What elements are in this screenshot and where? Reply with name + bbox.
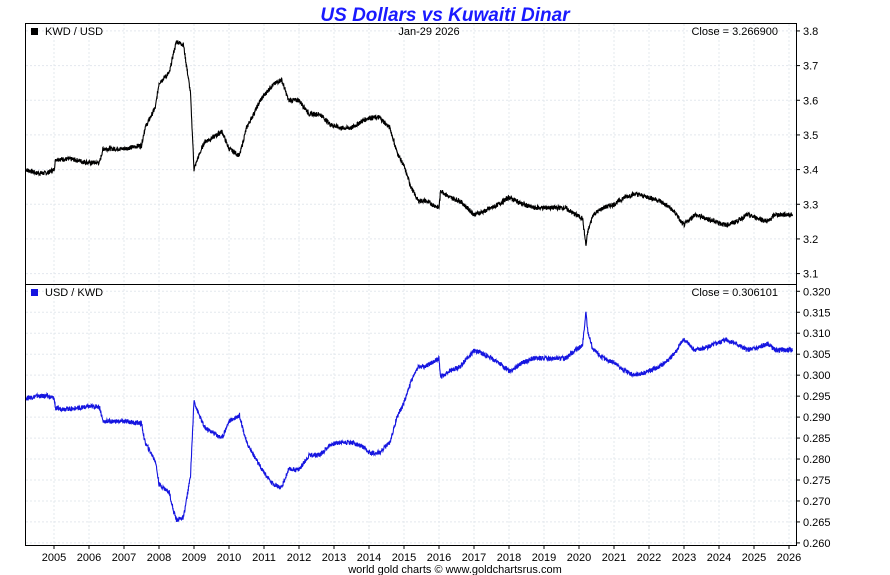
x-tick-label: 2012 bbox=[287, 552, 311, 564]
x-tick-label: 2018 bbox=[497, 552, 521, 564]
x-tick-label: 2014 bbox=[357, 552, 381, 564]
upper-y-tick-label: 3.4 bbox=[803, 165, 818, 177]
upper-y-axis: 3.1 3.2 3.3 3.4 3.5 3.6 3.7 3.8 bbox=[796, 26, 818, 281]
upper-series-line bbox=[25, 40, 794, 246]
x-tick-label: 2016 bbox=[427, 552, 451, 564]
x-tick-label: 2010 bbox=[217, 552, 241, 564]
upper-y-tick-label: 3.5 bbox=[803, 130, 818, 142]
x-tick-label: 2007 bbox=[112, 552, 136, 564]
upper-y-tick-label: 3.1 bbox=[803, 269, 818, 281]
x-axis: 2005 2006 2007 2008 2009 2010 2011 2012 2013 2014… bbox=[42, 545, 801, 564]
lower-y-tick-label: 0.300 bbox=[803, 370, 831, 382]
x-tick-label: 2019 bbox=[532, 552, 556, 564]
upper-legend-label: KWD / USD bbox=[45, 26, 103, 38]
lower-panel-frame bbox=[25, 284, 797, 546]
x-tick-label: 2024 bbox=[707, 552, 731, 564]
x-tick-label: 2009 bbox=[182, 552, 206, 564]
lower-y-tick-label: 0.285 bbox=[803, 433, 831, 445]
lower-series-line bbox=[25, 311, 794, 522]
upper-close-label: Close = 3.266900 bbox=[691, 26, 778, 38]
upper-y-tick-label: 3.7 bbox=[803, 61, 818, 73]
upper-y-tick-label: 3.8 bbox=[803, 26, 818, 38]
upper-y-tick-label: 3.6 bbox=[803, 95, 818, 107]
x-tick-label: 2022 bbox=[637, 552, 661, 564]
lower-y-tick-label: 0.315 bbox=[803, 307, 831, 319]
lower-y-tick-label: 0.265 bbox=[803, 517, 831, 529]
lower-y-tick-label: 0.295 bbox=[803, 391, 831, 403]
lower-y-tick-label: 0.275 bbox=[803, 475, 831, 487]
lower-y-tick-label: 0.260 bbox=[803, 538, 831, 550]
lower-y-tick-label: 0.320 bbox=[803, 286, 831, 298]
lower-panel-series bbox=[25, 311, 794, 522]
lower-close-label: Close = 0.306101 bbox=[691, 287, 778, 299]
upper-y-tick-label: 3.3 bbox=[803, 199, 818, 211]
lower-legend-swatch bbox=[31, 289, 38, 296]
x-tick-label: 2015 bbox=[392, 552, 416, 564]
upper-panel-series bbox=[25, 40, 794, 246]
lower-y-tick-label: 0.310 bbox=[803, 328, 831, 340]
upper-y-tick-label: 3.2 bbox=[803, 234, 818, 246]
x-tick-label: 2006 bbox=[77, 552, 101, 564]
lower-legend-label: USD / KWD bbox=[45, 287, 103, 299]
lower-y-axis: 0.260 0.265 0.270 0.275 0.280 0.285 0.290 0.295… bbox=[796, 286, 831, 550]
chart-title: US Dollars vs Kuwaiti Dinar bbox=[320, 5, 571, 26]
date-label: Jan-29 2026 bbox=[398, 26, 459, 38]
x-tick-label: 2021 bbox=[602, 552, 626, 564]
x-tick-label: 2011 bbox=[252, 552, 276, 564]
x-tick-label: 2023 bbox=[672, 552, 696, 564]
x-tick-label: 2026 bbox=[777, 552, 801, 564]
lower-y-tick-label: 0.270 bbox=[803, 496, 831, 508]
x-tick-label: 2025 bbox=[742, 552, 766, 564]
x-tick-label: 2008 bbox=[147, 552, 171, 564]
x-tick-label: 2005 bbox=[42, 552, 66, 564]
upper-panel-grid bbox=[26, 24, 796, 284]
upper-panel-frame bbox=[25, 23, 797, 285]
lower-panel-grid bbox=[26, 285, 796, 545]
footer-credit: world gold charts © www.goldchartsrus.co… bbox=[347, 564, 562, 575]
x-tick-label: 2017 bbox=[462, 552, 486, 564]
x-tick-label: 2013 bbox=[322, 552, 346, 564]
x-tick-label: 2020 bbox=[567, 552, 591, 564]
upper-legend-swatch bbox=[31, 28, 38, 35]
lower-y-tick-label: 0.290 bbox=[803, 412, 831, 424]
lower-y-tick-label: 0.305 bbox=[803, 349, 831, 361]
lower-y-tick-label: 0.280 bbox=[803, 454, 831, 466]
